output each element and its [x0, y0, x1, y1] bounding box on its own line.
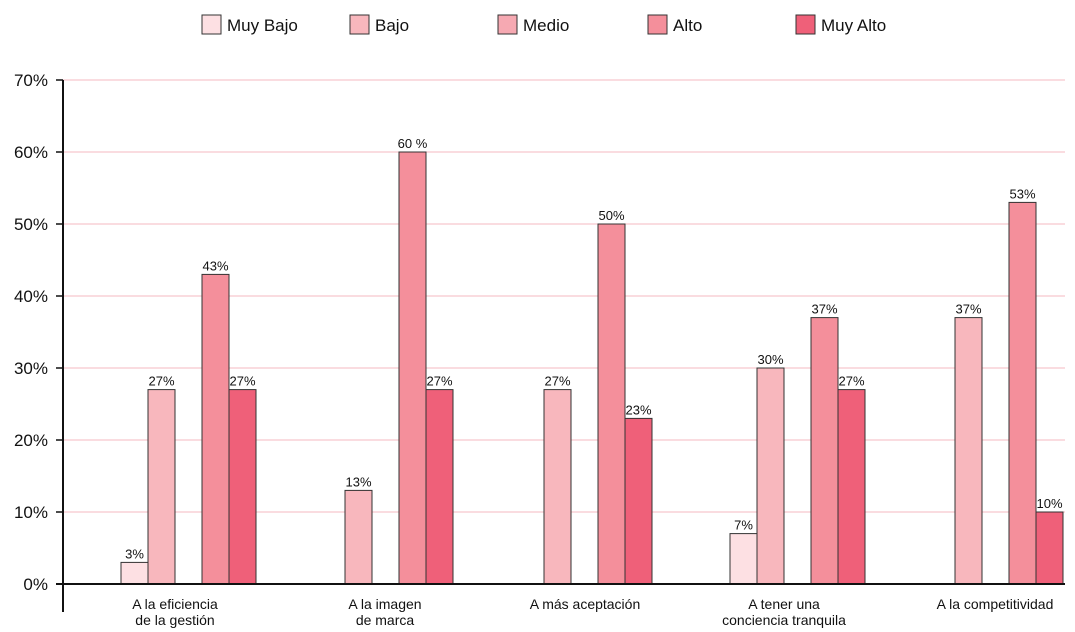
- bar-2-1: [543, 389, 572, 585]
- x-category-label-line: de marca: [356, 612, 415, 628]
- y-tick-label-5: 50%: [14, 215, 48, 234]
- bar-value-label-3-0: 7%: [734, 518, 753, 533]
- legend: Muy Bajo Bajo Medio Alto Muy Alto: [201, 14, 886, 35]
- bar-group-4: 37% 53% 10%: [954, 186, 1064, 585]
- bar-4-3: [1008, 201, 1037, 585]
- y-axis: 0% 10% 20% 30% 40% 50% 60% 70%: [14, 71, 64, 612]
- y-tick-label-6: 60%: [14, 143, 48, 162]
- x-category-label-line: de la gestión: [135, 612, 214, 628]
- bar-value-label-0-0: 3%: [125, 546, 144, 561]
- y-tick-label-0: 0%: [23, 575, 48, 594]
- bar-4-1: [954, 317, 983, 585]
- y-tick-label-7: 70%: [14, 71, 48, 90]
- bar-3-3: [810, 317, 839, 585]
- bar-value-label-3-4: 27%: [838, 374, 864, 389]
- bars: 3% 27% 43% 27% 13% 60 % 27% 27% 50% 23% 7% 30% 37% 27…: [120, 136, 1064, 585]
- bar-value-label-3-3: 37%: [811, 302, 837, 317]
- bar-group-1: 13% 60 % 27%: [344, 136, 454, 585]
- bar-4-4: [1035, 511, 1064, 585]
- x-category-label-3: A tener una conciencia tranquila: [722, 596, 846, 628]
- bar-0-1: [147, 389, 176, 585]
- bar-0-0: [120, 561, 149, 585]
- bar-value-label-2-3: 50%: [598, 208, 624, 223]
- bar-value-label-1-3: 60 %: [398, 136, 428, 151]
- bar-value-label-0-3: 43%: [202, 258, 228, 273]
- bar-group-3: 7% 30% 37% 27%: [729, 302, 866, 585]
- bar-value-label-2-4: 23%: [625, 402, 651, 417]
- x-category-label-1: A la imagen de marca: [348, 596, 421, 628]
- bar-value-label-1-1: 13%: [345, 474, 371, 489]
- bar-2-3: [597, 223, 626, 585]
- x-category-label-4: A la competitividad: [937, 596, 1054, 612]
- bar-0-3: [201, 273, 230, 585]
- x-category-label-line: conciencia tranquila: [722, 612, 846, 628]
- y-tick-label-2: 20%: [14, 431, 48, 450]
- x-category-label-line: A más aceptación: [530, 596, 641, 612]
- bar-value-label-4-3: 53%: [1009, 186, 1035, 201]
- legend-label-4: Muy Alto: [821, 16, 886, 35]
- legend-swatch-3: [647, 14, 668, 35]
- bar-value-label-4-4: 10%: [1036, 496, 1062, 511]
- legend-label-2: Medio: [523, 16, 569, 35]
- bar-3-4: [837, 389, 866, 585]
- legend-label-3: Alto: [673, 16, 702, 35]
- bar-3-0: [729, 533, 758, 585]
- y-tick-label-1: 10%: [14, 503, 48, 522]
- bar-1-1: [344, 489, 373, 585]
- legend-label-0: Muy Bajo: [227, 16, 298, 35]
- legend-swatch-4: [795, 14, 816, 35]
- x-category-label-2: A más aceptación: [530, 596, 641, 612]
- bar-3-1: [756, 367, 785, 585]
- legend-swatch-0: [201, 14, 222, 35]
- legend-label-1: Bajo: [375, 16, 409, 35]
- y-tick-label-3: 30%: [14, 359, 48, 378]
- bar-value-label-1-4: 27%: [426, 374, 452, 389]
- bar-group-0: 3% 27% 43% 27%: [120, 258, 257, 585]
- x-category-label-line: A la imagen: [348, 596, 421, 612]
- bar-value-label-2-1: 27%: [544, 374, 570, 389]
- x-category-label-line: A la competitividad: [937, 596, 1054, 612]
- x-category-label-line: A la eficiencia: [132, 596, 218, 612]
- bar-1-3: [398, 151, 427, 585]
- bar-value-label-3-1: 30%: [757, 352, 783, 367]
- bar-2-4: [624, 417, 653, 585]
- bar-value-label-0-1: 27%: [148, 374, 174, 389]
- x-category-label-0: A la eficiencia de la gestión: [132, 596, 218, 628]
- bar-value-label-0-4: 27%: [229, 374, 255, 389]
- bar-value-label-4-1: 37%: [955, 302, 981, 317]
- bar-0-4: [228, 389, 257, 585]
- bar-group-2: 27% 50% 23%: [543, 208, 653, 585]
- legend-swatch-2: [497, 14, 518, 35]
- y-tick-label-4: 40%: [14, 287, 48, 306]
- legend-swatch-1: [349, 14, 370, 35]
- bar-1-4: [425, 389, 454, 585]
- x-category-label-line: A tener una: [748, 596, 820, 612]
